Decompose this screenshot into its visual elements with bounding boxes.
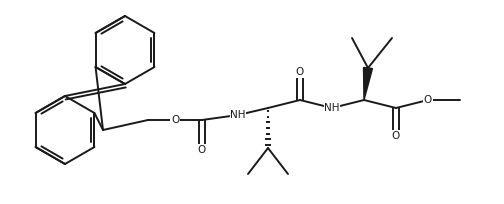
Text: O: O bbox=[296, 67, 304, 77]
Text: O: O bbox=[392, 131, 400, 141]
Text: NH: NH bbox=[230, 110, 246, 120]
Polygon shape bbox=[363, 68, 372, 100]
Text: NH: NH bbox=[324, 103, 340, 113]
Text: O: O bbox=[424, 95, 432, 105]
Text: O: O bbox=[198, 145, 206, 155]
Text: O: O bbox=[171, 115, 179, 125]
